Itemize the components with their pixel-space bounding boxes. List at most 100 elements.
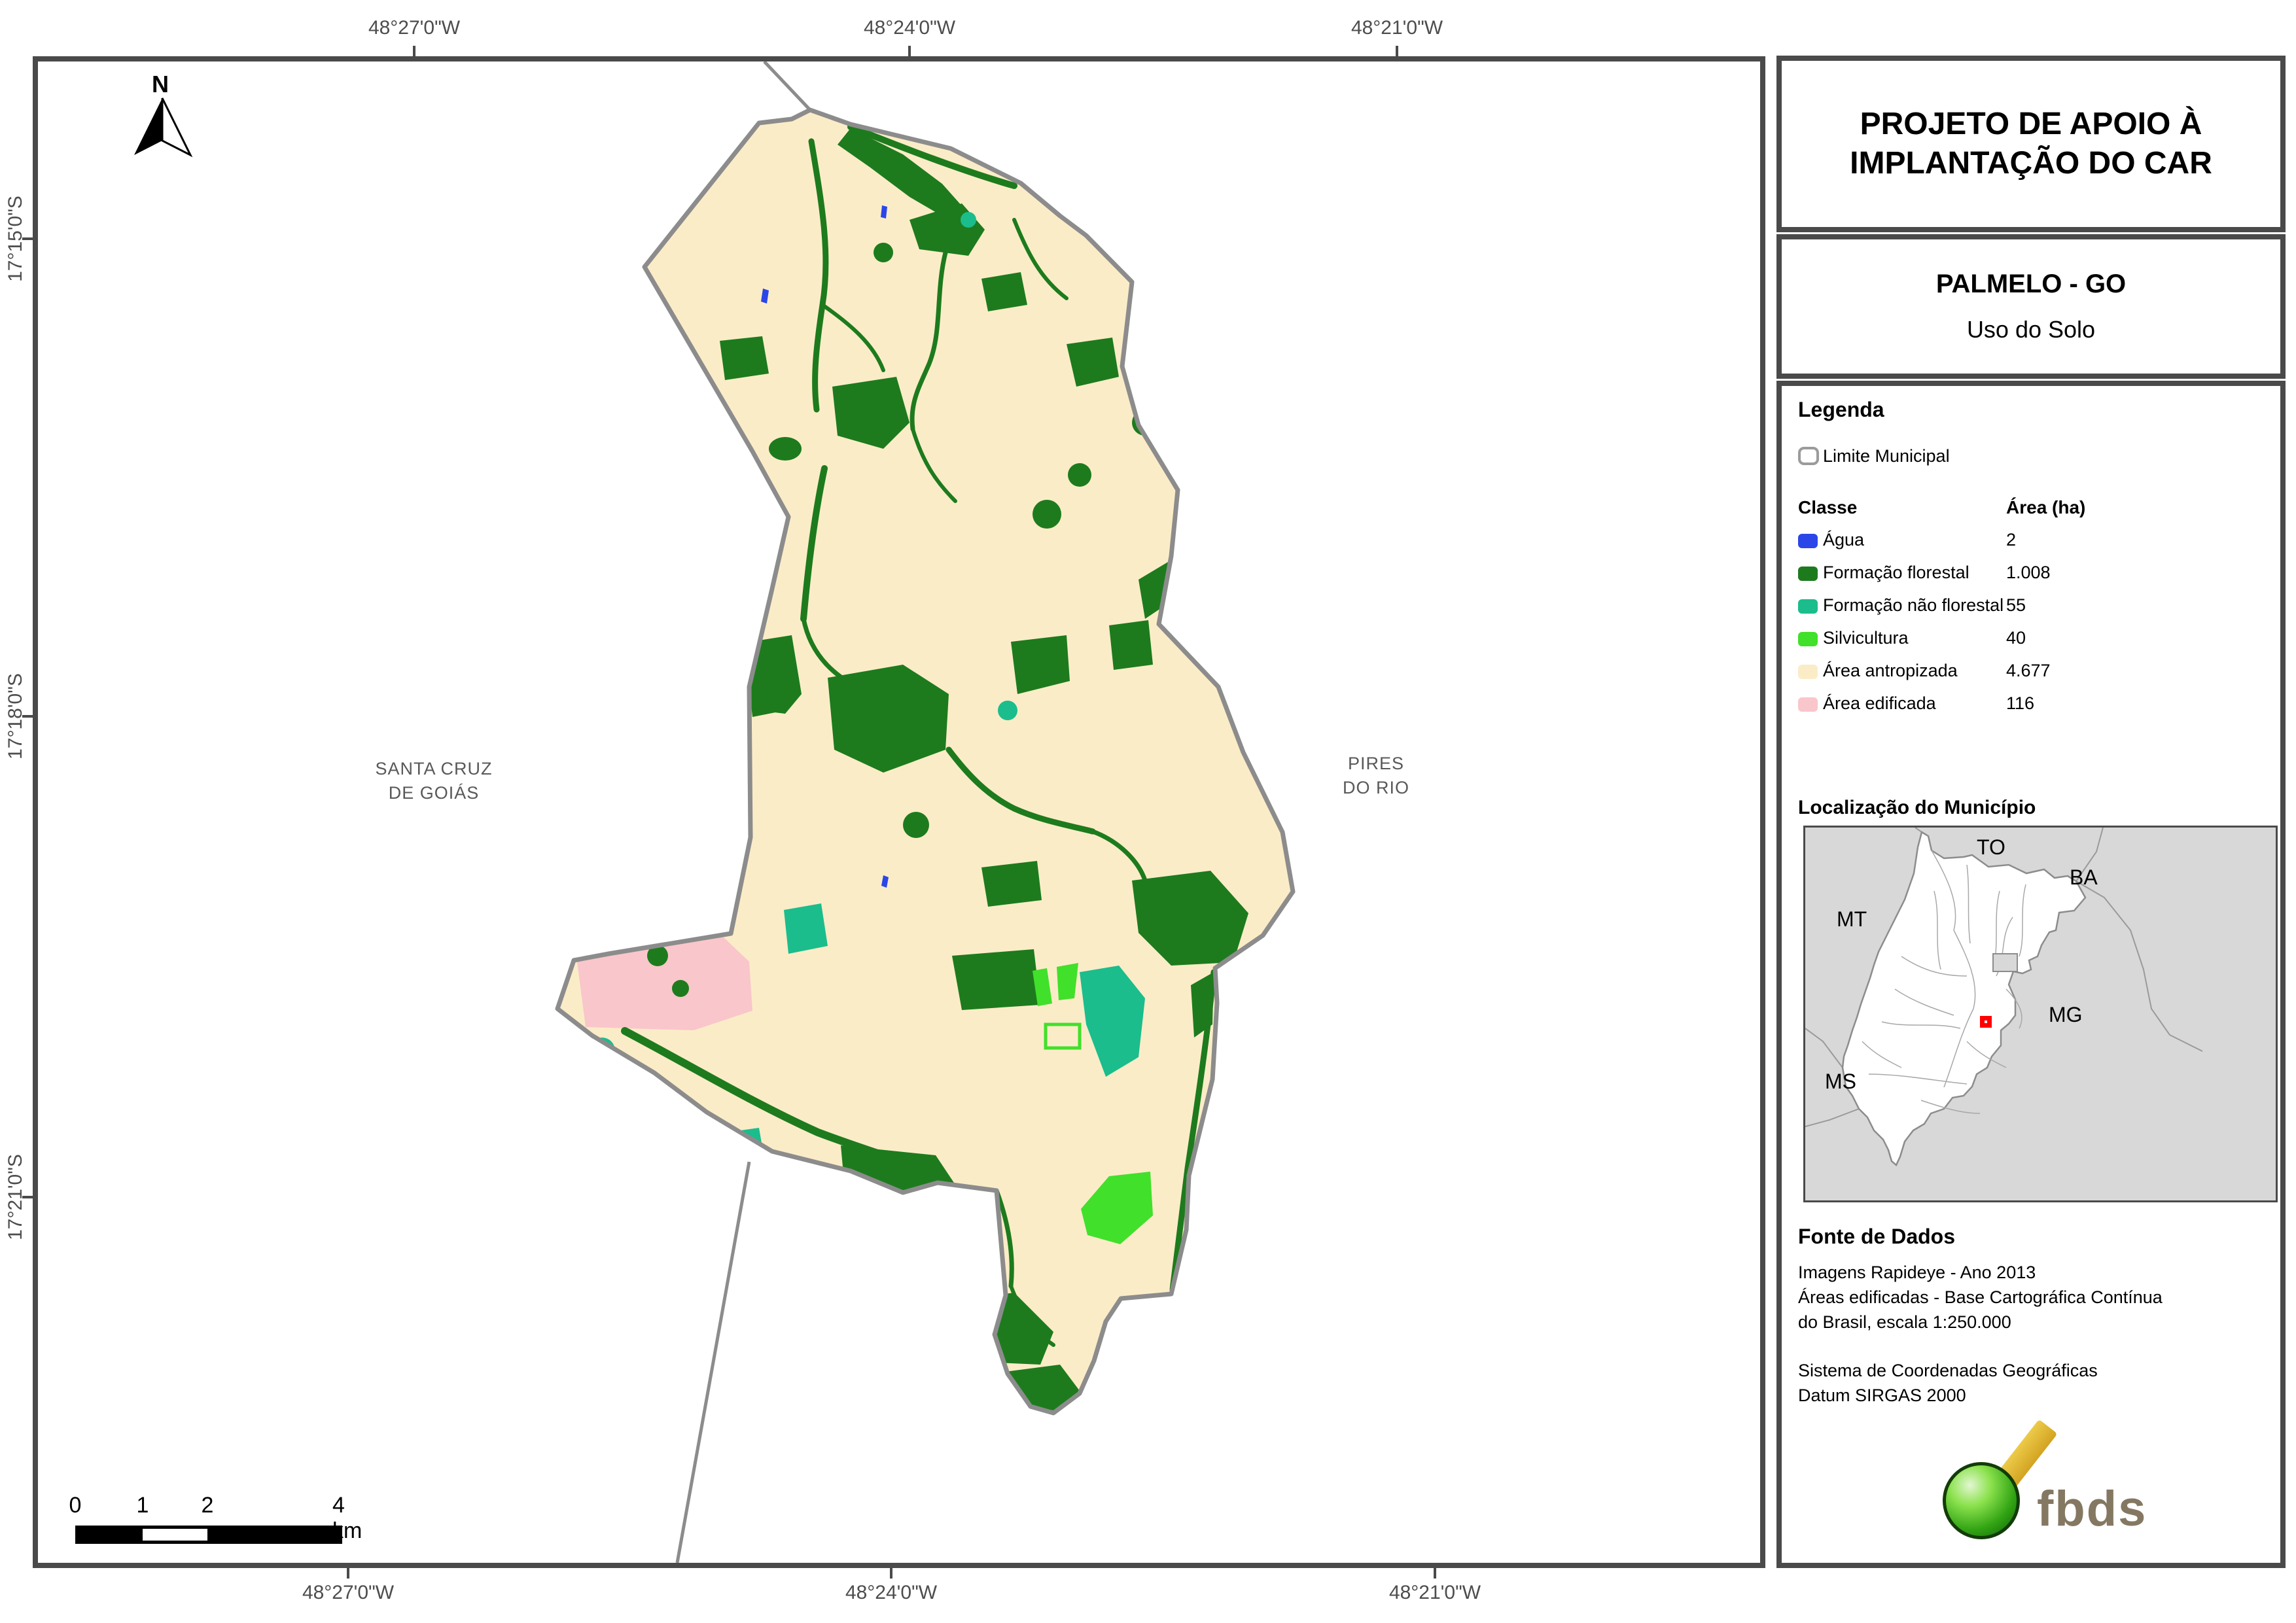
coord-left-3: 17°21'0"S — [5, 1154, 26, 1240]
coord-left-2: 17°18'0"S — [5, 673, 26, 759]
inset-municipal-lines — [1862, 850, 2026, 1114]
coord-bottom-3: 48°21'0"W — [1388, 1582, 1481, 1603]
coord-top-2: 48°24'0"W — [863, 17, 956, 39]
patch-area-edificada — [576, 937, 752, 1030]
legend-heading: Legenda — [1798, 398, 1884, 421]
neighbor-boundary-line-north — [763, 61, 811, 111]
source-heading: Fonte de Dados — [1798, 1225, 1956, 1248]
swatch-agua — [1798, 534, 1818, 548]
legend-row-agua: Água 2 — [1798, 529, 2263, 561]
area-formacao-nao-florestal: 55 — [2006, 595, 2026, 615]
neighbor-label-santa-cruz: SANTA CRUZ DE GOIÁS — [375, 757, 492, 805]
limite-municipal-label: Limite Municipal — [1823, 445, 1950, 466]
swatch-formacao-florestal — [1798, 567, 1818, 581]
legend-row-area-edificada: Área edificada 116 — [1798, 692, 2263, 725]
inset-outer-borders — [1805, 827, 2203, 1127]
neighbor-santa-cruz-line1: SANTA CRUZ — [375, 759, 493, 778]
north-arrow-icon — [134, 97, 193, 158]
swatch-area-edificada — [1798, 697, 1818, 712]
source-line5: Datum SIRGAS 2000 — [1798, 1386, 1966, 1405]
area-area-antropizada: 4.677 — [2006, 661, 2051, 680]
fbds-logo: fbds — [1932, 1419, 2272, 1560]
source-line4: Sistema de Coordenadas Geográficas — [1798, 1361, 2098, 1380]
scale-bar-graphic — [75, 1526, 342, 1544]
source-line1: Imagens Rapideye - Ano 2013 — [1798, 1263, 2036, 1282]
municipality-title: PALMELO - GO — [1935, 270, 2127, 298]
tick-left-2 — [22, 715, 33, 718]
fbds-logo-text: fbds — [2037, 1481, 2147, 1537]
label-formacao-nao-florestal: Formação não florestal — [1823, 595, 2004, 615]
main-map-canvas — [555, 61, 1296, 1563]
inset-label-mt: MT — [1837, 907, 1867, 931]
legend-row-formacao-florestal: Formação florestal 1.008 — [1798, 561, 2263, 594]
map-theme: Uso do Solo — [1966, 316, 2096, 343]
legend-col-classe: Classe — [1798, 497, 1858, 517]
coord-top-3: 48°21'0"W — [1351, 17, 1443, 39]
neighbor-pires-line2: DO RIO — [1342, 778, 1410, 797]
neighbor-pires-line1: PIRES — [1347, 754, 1405, 773]
tick-top-3 — [1396, 46, 1398, 56]
label-agua: Água — [1823, 530, 1865, 550]
swatch-formacao-nao-florestal — [1798, 599, 1818, 614]
inset-highlight-center — [1985, 1021, 1987, 1023]
area-silvicultura: 40 — [2006, 628, 2026, 648]
scale-num-0: 0 — [69, 1493, 82, 1518]
municipality-area-antropizada — [557, 110, 1293, 1413]
tick-top-2 — [908, 46, 911, 56]
project-title: PROJETO DE APOIO À IMPLANTAÇÃO DO CAR — [1850, 105, 2212, 183]
legend-row-area-antropizada: Área antropizada 4.677 — [1798, 659, 2263, 692]
legend-limite-row: Limite Municipal — [1798, 445, 1950, 467]
source-line2: Áreas edificadas - Base Cartográfica Con… — [1798, 1287, 2163, 1307]
riparian-forest-lines — [621, 124, 1217, 1347]
swatch-silvicultura — [1798, 632, 1818, 646]
tick-top-1 — [413, 46, 415, 56]
main-map-frame — [33, 56, 1765, 1568]
scale-bar: 0 1 2 4 km — [59, 1493, 399, 1552]
legend-col-area: Área (ha) — [2006, 497, 2086, 517]
project-title-line1: PROJETO DE APOIO À — [1860, 107, 2202, 141]
area-agua: 2 — [2006, 530, 2017, 550]
location-heading: Localização do Município — [1798, 797, 2036, 818]
tick-bottom-3 — [1434, 1568, 1436, 1579]
label-formacao-florestal: Formação florestal — [1823, 563, 1969, 582]
legend-row-formacao-nao-florestal: Formação não florestal 55 — [1798, 594, 2263, 627]
inset-state-goias — [1841, 831, 2087, 1167]
patches-silvicultura — [1033, 963, 1153, 1244]
inset-label-ba: BA — [2070, 865, 2098, 889]
swatch-area-antropizada — [1798, 665, 1818, 679]
tick-bottom-2 — [890, 1568, 892, 1579]
tick-bottom-1 — [347, 1568, 349, 1579]
project-title-line2: IMPLANTAÇÃO DO CAR — [1850, 146, 2212, 181]
legend-table-header: Classe Área (ha) — [1798, 497, 2263, 518]
inset-label-to: TO — [1977, 835, 2005, 859]
coord-left-1: 17°15'0"S — [5, 196, 26, 282]
label-area-antropizada: Área antropizada — [1823, 661, 1958, 680]
scale-bar-white-segment — [143, 1529, 207, 1541]
source-line3: do Brasil, escala 1:250.000 — [1798, 1312, 2011, 1332]
scale-num-2: 2 — [201, 1493, 214, 1518]
municipality-boundary — [555, 107, 1296, 1416]
inset-label-ms: MS — [1825, 1070, 1856, 1093]
tick-left-3 — [22, 1196, 33, 1198]
label-area-edificada: Área edificada — [1823, 693, 1936, 713]
legend-row-silvicultura: Silvicultura 40 — [1798, 627, 2263, 659]
label-silvicultura: Silvicultura — [1823, 628, 1909, 648]
limite-municipal-swatch — [1798, 447, 1819, 465]
coord-bottom-1: 48°27'0"W — [302, 1582, 395, 1603]
inset-df-block — [1992, 953, 2018, 972]
fbds-logo-sphere — [1943, 1462, 2020, 1539]
area-formacao-florestal: 1.008 — [2006, 563, 2051, 582]
neighbor-boundary-line-south — [675, 1161, 751, 1563]
neighbor-label-pires-do-rio: PIRES DO RIO — [1343, 752, 1409, 800]
inset-label-mg: MG — [2049, 1003, 2083, 1026]
coord-top-1: 48°27'0"W — [368, 17, 461, 39]
location-inset-map: TO BA MT MG MS — [1803, 826, 2278, 1202]
panel-title-box: PROJETO DE APOIO À IMPLANTAÇÃO DO CAR — [1776, 56, 2286, 232]
tick-left-1 — [22, 237, 33, 240]
neighbor-santa-cruz-line2: DE GOIÁS — [388, 783, 480, 803]
north-label: N — [152, 71, 169, 97]
scale-num-1: 1 — [136, 1493, 149, 1518]
inset-map-canvas — [1805, 827, 2203, 1167]
panel-legend-box: Legenda Limite Municipal Classe Área (ha… — [1776, 381, 2286, 1568]
